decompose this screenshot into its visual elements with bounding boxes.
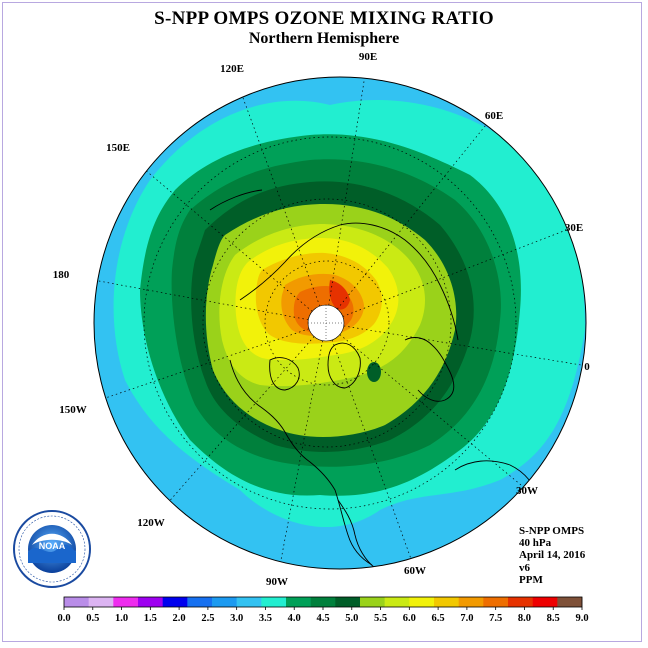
meridian-60W	[331, 339, 412, 559]
meridian-120E	[242, 96, 321, 307]
color-bar-tick-label: 2.5	[201, 613, 214, 624]
coastline-pacific	[209, 189, 263, 211]
color-bar-tick-label: 4.0	[288, 613, 301, 624]
color-bar-segment	[532, 597, 558, 607]
meridian-150E	[146, 170, 313, 312]
color-bar-segment	[286, 597, 311, 607]
noaa-logo: NOAA	[13, 510, 91, 588]
color-bar	[63, 596, 583, 608]
color-bar-tick-label: 0.5	[86, 613, 99, 624]
parallel-40n	[143, 136, 517, 510]
contour-8.5-9	[329, 280, 350, 310]
coastline-greenland	[327, 342, 361, 389]
color-bar-tick-label: 6.5	[432, 613, 445, 624]
color-bar-segment	[113, 597, 139, 607]
color-bar-segment	[64, 597, 89, 607]
color-bar-segment	[162, 597, 188, 607]
color-bar-tick-label: 5.5	[374, 613, 387, 624]
longitude-labels: 90E 60E 30E 0 30W 60W 90W 120W 150W 180 150E 120E	[53, 51, 591, 588]
info-panel: S-NPP OMPS 40 hPa April 14, 2016 v6 PPM	[519, 525, 585, 586]
color-bar-tick-label: 1.5	[144, 613, 157, 624]
color-bar-segment	[236, 597, 262, 607]
color-bar-tick-label: 3.5	[259, 613, 272, 624]
color-bar-tick-label: 5.0	[345, 613, 358, 624]
color-bar-segment	[187, 597, 213, 607]
color-bar-tick-label: 3.0	[230, 613, 243, 624]
color-bar-segment	[557, 597, 583, 607]
color-bar-ticks: 0.0 0.5 1.0 1.5 2.0 2.5 3.0 3.5 4.0 4.5 5.0 5.5 6.0 6…	[57, 607, 589, 624]
info-date: April 14, 2016	[519, 549, 586, 562]
longitude-label-180: 180	[53, 269, 70, 281]
color-bar-segment	[212, 597, 237, 607]
color-bar-tick-label: 7.0	[460, 613, 473, 624]
pole-grid	[308, 305, 344, 341]
longitude-label-120W: 120W	[137, 517, 165, 529]
meridian-30W	[339, 334, 524, 488]
color-bar-tick-label: 7.5	[489, 613, 502, 624]
color-bar-segment	[138, 597, 163, 607]
color-bar-segment	[508, 597, 533, 607]
color-bar-segment	[483, 597, 509, 607]
color-bar-segment	[434, 597, 459, 607]
color-bar-tick-label: 6.0	[403, 613, 416, 624]
logo-waves	[28, 544, 76, 563]
contour-local-min	[367, 362, 381, 382]
color-bar-tick-label: 0.0	[57, 613, 70, 624]
coastline-north-america	[229, 359, 373, 566]
longitude-label-90W: 90W	[266, 576, 288, 588]
longitude-label-150W: 150W	[59, 404, 87, 416]
longitude-label-150E: 150E	[106, 142, 130, 154]
figure-frame	[2, 2, 642, 642]
color-bar-tick-label: 9.0	[575, 613, 588, 624]
coastline-asia	[239, 222, 459, 341]
coastlines	[209, 189, 541, 569]
color-bar-segment	[409, 597, 435, 607]
logo-bird	[32, 533, 72, 545]
longitude-label-90E: 90E	[359, 51, 377, 63]
color-bar-tick-label: 2.0	[173, 613, 186, 624]
color-bar-segment	[384, 597, 410, 607]
longitude-label-30E: 30E	[565, 222, 583, 234]
coastline-hudson-bay	[269, 357, 300, 391]
map-title: S-NPP OMPS OZONE MIXING RATIO	[154, 8, 494, 29]
color-bar-segment	[458, 597, 484, 607]
parallel-80n	[264, 260, 390, 386]
color-bar-tick-label: 8.0	[518, 613, 531, 624]
longitude-label-0: 0	[584, 361, 590, 373]
logo-inner-ring	[18, 515, 86, 583]
color-bar-tick-label: 8.5	[547, 613, 560, 624]
meridian-90W	[280, 340, 323, 562]
logo-text: NOAA	[39, 541, 66, 551]
color-bar-tick-label: 1.0	[115, 613, 128, 624]
map-subtitle: Northern Hemisphere	[248, 30, 400, 47]
meridian-60E	[337, 124, 487, 310]
coastline-central-america	[337, 499, 376, 569]
longitude-label-120E: 120E	[220, 63, 244, 75]
color-bar-segment	[261, 597, 287, 607]
meridian-120W	[169, 336, 315, 501]
longitude-label-30W: 30W	[516, 485, 538, 497]
parallel-60n	[202, 198, 452, 448]
graticule	[97, 78, 583, 562]
longitude-label-60W: 60W	[404, 565, 426, 577]
info-level: 40 hPa	[519, 537, 552, 550]
info-instrument: S-NPP OMPS	[519, 525, 585, 537]
color-bar-segment	[360, 597, 385, 607]
meridians	[97, 78, 583, 562]
color-bar-segment	[310, 597, 336, 607]
info-units: PPM	[519, 573, 543, 586]
color-bar-segment	[335, 597, 361, 607]
map-boundary	[93, 76, 587, 570]
color-bar-tick-label: 4.5	[316, 613, 329, 624]
coastline-europe	[404, 337, 455, 402]
longitude-label-60E: 60E	[485, 110, 503, 122]
color-bar-segment	[88, 597, 114, 607]
info-version: v6	[519, 561, 530, 574]
